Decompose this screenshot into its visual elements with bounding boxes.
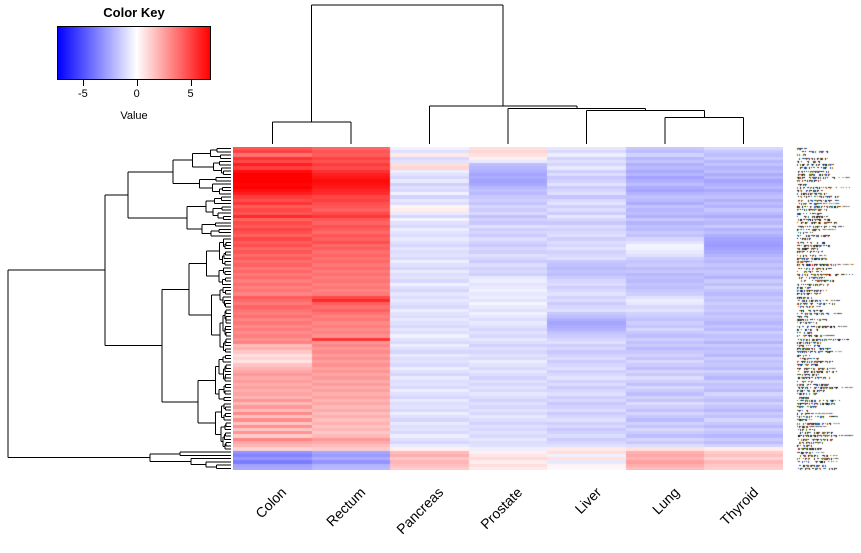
color-key-axis-label: Value: [120, 110, 148, 122]
row-labels: [795, 147, 861, 473]
color-key-tick-label: 0: [133, 88, 140, 100]
heatmap-matrix: [233, 147, 783, 470]
color-key-tick: [136, 80, 138, 86]
color-key-title: Color Key: [103, 5, 165, 20]
color-key-gradient: [57, 26, 211, 80]
color-key-tick: [190, 80, 192, 86]
color-key-tick-label: 5: [187, 88, 194, 100]
color-key-tick: [82, 80, 84, 86]
color-key-tick-label: -5: [77, 88, 88, 100]
